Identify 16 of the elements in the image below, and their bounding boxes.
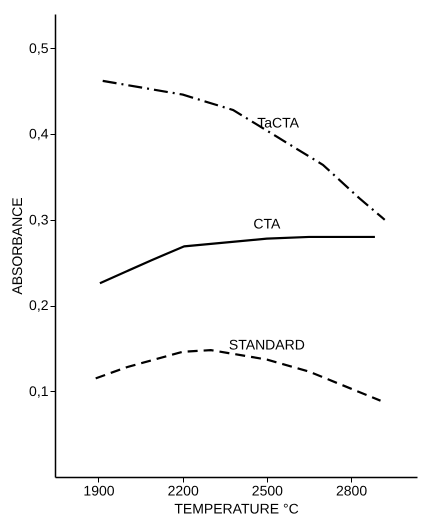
y-axis-title: ABSORBANCE (9, 197, 26, 295)
y-tick-label: 0,1 (29, 382, 49, 399)
series-label: CTA (253, 216, 282, 232)
line-series (94, 349, 382, 402)
y-tick-label: 0,2 (29, 297, 49, 314)
x-tick-label: 2200 (168, 482, 199, 498)
y-tick-label: 0,4 (29, 126, 49, 142)
series-label: TaCTA (257, 114, 300, 130)
x-tick-label: 2800 (336, 482, 368, 498)
x-tick-label: 2500 (252, 482, 284, 498)
x-axis-title: TEMPERATURE °C (174, 500, 299, 516)
x-tick-label: 1900 (83, 482, 115, 498)
line-series (98, 236, 376, 284)
y-tick-label: 0,3 (29, 211, 49, 228)
series-label: STANDARD (228, 336, 305, 353)
y-tick-label: 0,5 (29, 40, 49, 56)
